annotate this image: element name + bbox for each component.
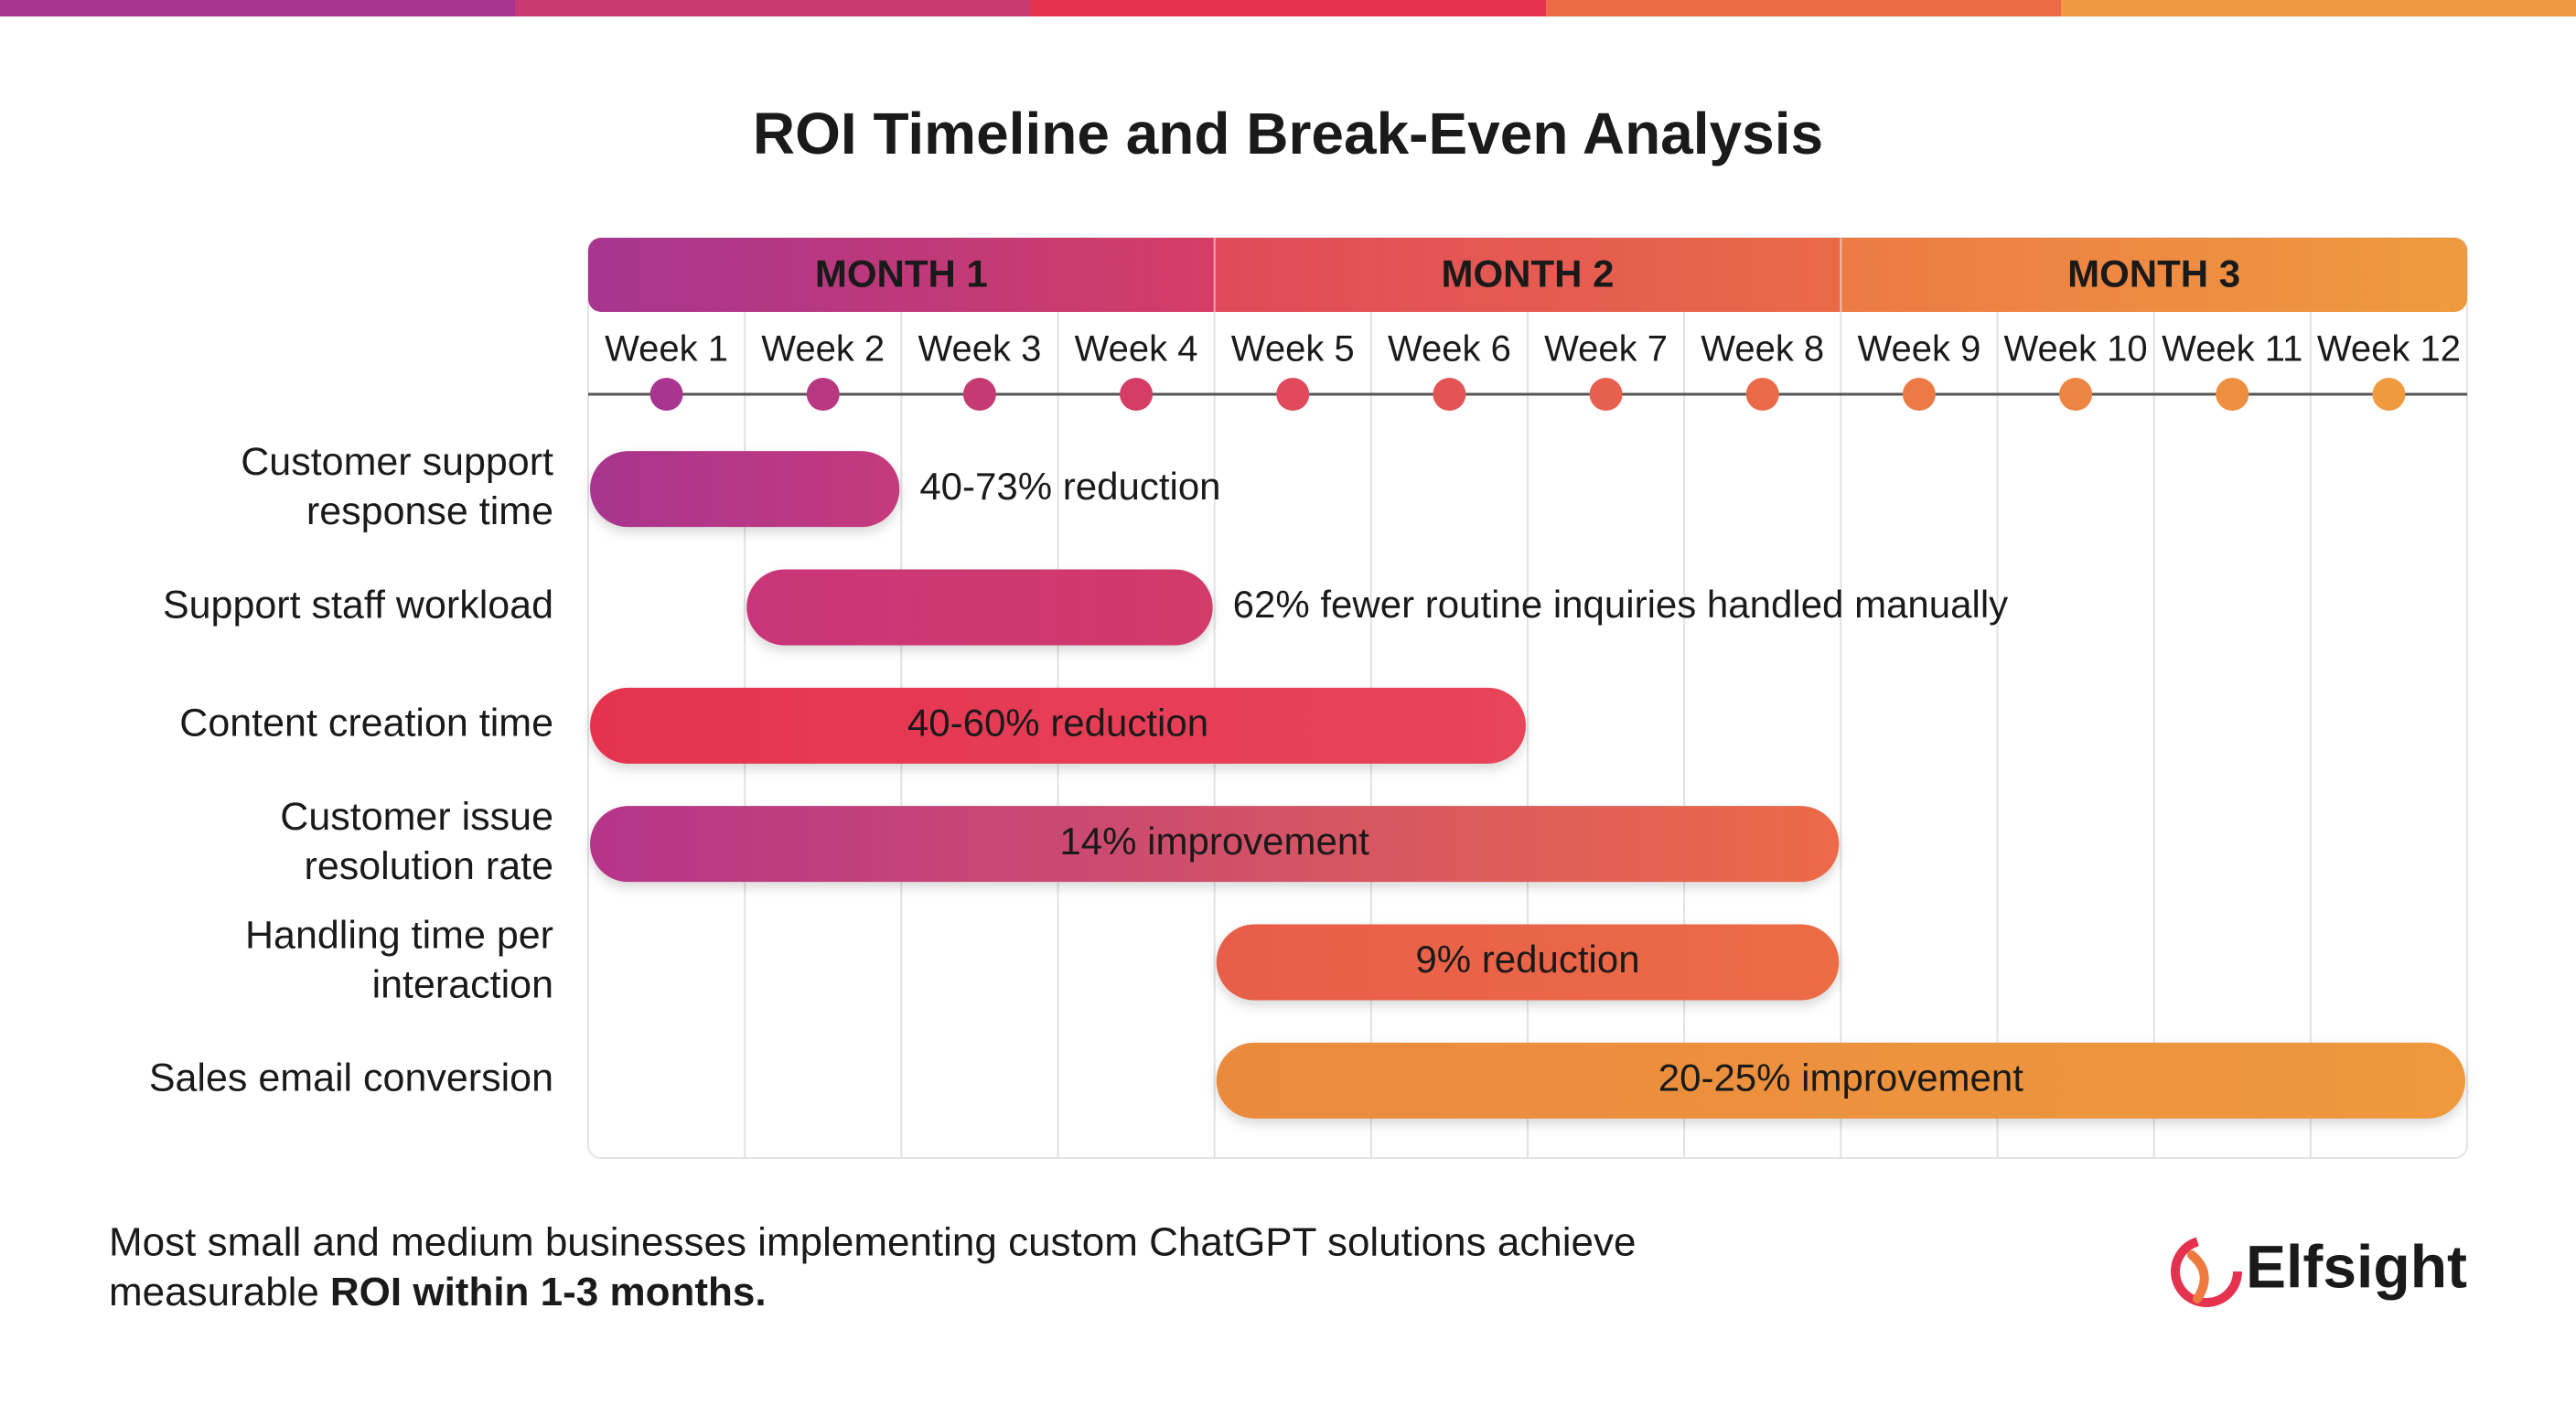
task-label: interaction xyxy=(372,962,553,1006)
week-dot xyxy=(2059,378,2093,411)
week-dot xyxy=(1745,378,1779,411)
brand: Elfsight xyxy=(2246,1232,2467,1300)
week-label: Week 3 xyxy=(918,329,1041,370)
stripe xyxy=(1030,0,1546,16)
week-label: Week 5 xyxy=(1231,329,1355,370)
task-label: Content creation time xyxy=(179,702,553,745)
week-label: Week 7 xyxy=(1544,329,1668,370)
stripe xyxy=(0,0,515,16)
task-label: Customer issue xyxy=(280,795,553,839)
footnote: measurable ROI within 1-3 months. xyxy=(109,1270,767,1314)
bar-annotation: 62% fewer routine inquiries handled manu… xyxy=(1233,583,2009,626)
week-dot xyxy=(649,378,683,411)
task-label: Customer support xyxy=(241,440,553,484)
stripe xyxy=(2061,0,2576,16)
task-label: Handling time per xyxy=(245,913,553,957)
logo-icon xyxy=(2171,1236,2242,1307)
week-dot xyxy=(962,378,996,411)
month-label: MONTH 3 xyxy=(2067,252,2240,295)
grid: MONTH 1 MONTH 2 MONTH 3 Week 1 Week 2 Week 3 W… xyxy=(588,238,2467,1158)
chart-title: ROI Timeline and Break-Even Analysis xyxy=(753,101,1823,166)
footnote-text: measurable xyxy=(109,1270,319,1314)
month-label: MONTH 2 xyxy=(1442,252,1615,295)
week-dot xyxy=(2216,378,2249,411)
task-label: Sales email conversion xyxy=(149,1056,553,1100)
week-dot xyxy=(1120,378,1154,411)
month-header xyxy=(1214,238,1841,312)
bar xyxy=(1216,1042,2465,1119)
week-dot xyxy=(1276,378,1310,411)
footnote-emphasis: ROI within 1-3 months. xyxy=(330,1270,767,1314)
stripe xyxy=(515,0,1030,16)
week-dot xyxy=(1433,378,1466,411)
bars: Customer support response time 40-73% redu… xyxy=(149,440,2465,1119)
week-label: Week 12 xyxy=(2317,329,2461,370)
bar xyxy=(590,451,900,528)
task-label: Support staff workload xyxy=(163,583,553,627)
bar-annotation: 20-25% improvement xyxy=(1658,1056,2024,1099)
week-label: Week 10 xyxy=(2004,329,2148,370)
bar xyxy=(746,569,1213,646)
bar xyxy=(1216,924,1840,1001)
week-dot xyxy=(1902,378,1936,411)
week-label: Week 8 xyxy=(1701,329,1824,370)
bar xyxy=(590,806,1840,883)
bar-annotation: 40-73% reduction xyxy=(919,465,1220,508)
bar xyxy=(590,687,1526,764)
week-label: Week 6 xyxy=(1388,329,1511,370)
task-label: response time xyxy=(306,489,553,533)
week-label: Week 11 xyxy=(2162,329,2302,370)
week-label: Week 4 xyxy=(1075,329,1198,370)
bar-annotation: 9% reduction xyxy=(1415,938,1639,981)
month-header xyxy=(606,238,1215,312)
month-header xyxy=(1841,238,2449,312)
footnote: Most small and medium businesses impleme… xyxy=(109,1220,1637,1265)
brand-logo: Elfsight xyxy=(2171,1232,2467,1307)
task-label: resolution rate xyxy=(305,844,554,888)
week-label: Week 9 xyxy=(1857,329,1980,370)
week-dot xyxy=(806,378,840,411)
week-label: Week 2 xyxy=(761,329,885,370)
week-label: Week 1 xyxy=(605,329,728,370)
week-dot xyxy=(2372,378,2406,411)
month-label: MONTH 1 xyxy=(815,252,988,295)
logo-icon xyxy=(2187,1250,2209,1303)
stripe xyxy=(1546,0,2061,16)
bar-annotation: 14% improvement xyxy=(1059,820,1369,863)
week-dot xyxy=(1589,378,1623,411)
bar-annotation: 40-60% reduction xyxy=(907,701,1208,744)
